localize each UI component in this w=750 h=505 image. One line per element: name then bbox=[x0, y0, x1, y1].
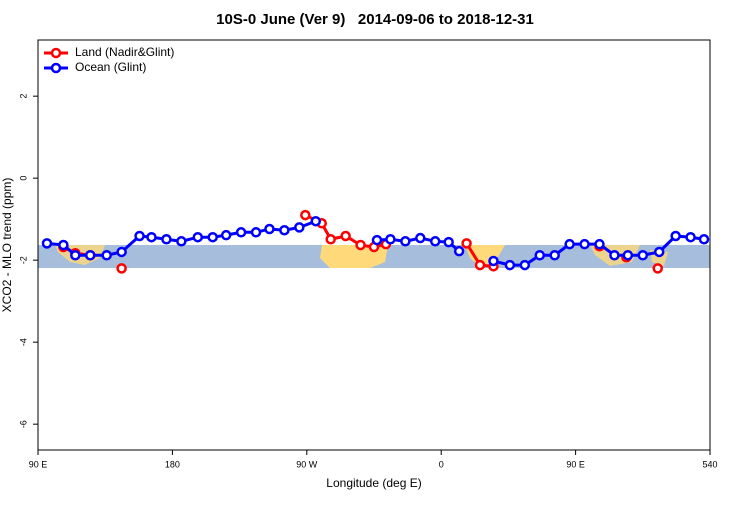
y-tick-label: 2 bbox=[18, 94, 28, 99]
point bbox=[488, 255, 499, 267]
point bbox=[564, 238, 575, 250]
point bbox=[519, 259, 531, 271]
plot-frame bbox=[37, 39, 711, 451]
y-tick-label: -2 bbox=[18, 256, 28, 264]
point bbox=[264, 223, 275, 235]
point bbox=[474, 259, 486, 271]
point bbox=[176, 236, 187, 247]
point bbox=[685, 231, 696, 243]
legend-label: Ocean (Glint) bbox=[75, 60, 146, 74]
y-tick-label: -4 bbox=[18, 338, 28, 346]
point bbox=[41, 238, 53, 249]
point bbox=[70, 250, 81, 261]
y-axis-label: XCO2 - MLO trend (ppm) bbox=[0, 178, 14, 313]
y-tick-label: -6 bbox=[18, 420, 28, 428]
point bbox=[116, 263, 127, 274]
chart-title: 10S-0 June (Ver 9) 2014-09-06 to 2018-12… bbox=[216, 11, 534, 28]
point bbox=[549, 250, 560, 261]
point bbox=[637, 250, 649, 261]
x-tick-label: 0 bbox=[439, 459, 444, 469]
point bbox=[235, 227, 247, 238]
point bbox=[250, 227, 262, 238]
point bbox=[85, 250, 96, 261]
point bbox=[415, 232, 426, 244]
point bbox=[653, 246, 665, 258]
x-tick-label: 90 E bbox=[29, 459, 48, 469]
point bbox=[670, 230, 681, 242]
point bbox=[161, 234, 172, 245]
point bbox=[534, 250, 546, 261]
point bbox=[609, 250, 620, 261]
point bbox=[504, 259, 516, 271]
x-tick-label: 180 bbox=[165, 459, 180, 469]
point bbox=[279, 224, 290, 236]
point bbox=[579, 238, 590, 250]
point bbox=[400, 236, 411, 247]
point bbox=[58, 239, 69, 251]
point bbox=[340, 230, 351, 242]
point bbox=[453, 245, 465, 257]
point bbox=[192, 231, 204, 243]
point bbox=[594, 238, 605, 250]
point bbox=[146, 231, 157, 243]
point bbox=[385, 234, 396, 245]
x-tick-label: 540 bbox=[702, 459, 717, 469]
point bbox=[294, 222, 305, 233]
point bbox=[310, 215, 322, 227]
x-tick-label: 90 W bbox=[296, 459, 318, 469]
point bbox=[461, 238, 472, 249]
legend-label: Land (Nadir&Glint) bbox=[75, 45, 174, 59]
point bbox=[698, 234, 710, 245]
point bbox=[622, 250, 634, 261]
point bbox=[371, 234, 383, 246]
point bbox=[116, 246, 127, 258]
point bbox=[443, 236, 454, 248]
point bbox=[101, 250, 112, 261]
point bbox=[325, 234, 336, 245]
x-tick-label: 90 E bbox=[566, 459, 585, 469]
point bbox=[207, 231, 218, 243]
point bbox=[355, 239, 366, 251]
point bbox=[300, 209, 311, 221]
point bbox=[220, 229, 232, 241]
point bbox=[134, 230, 145, 242]
y-tick-label: 0 bbox=[18, 176, 28, 181]
point bbox=[429, 236, 441, 247]
x-axis-label: Longitude (deg E) bbox=[326, 476, 421, 490]
point bbox=[652, 263, 663, 274]
legend-marker bbox=[50, 62, 62, 74]
legend-marker bbox=[50, 47, 62, 59]
